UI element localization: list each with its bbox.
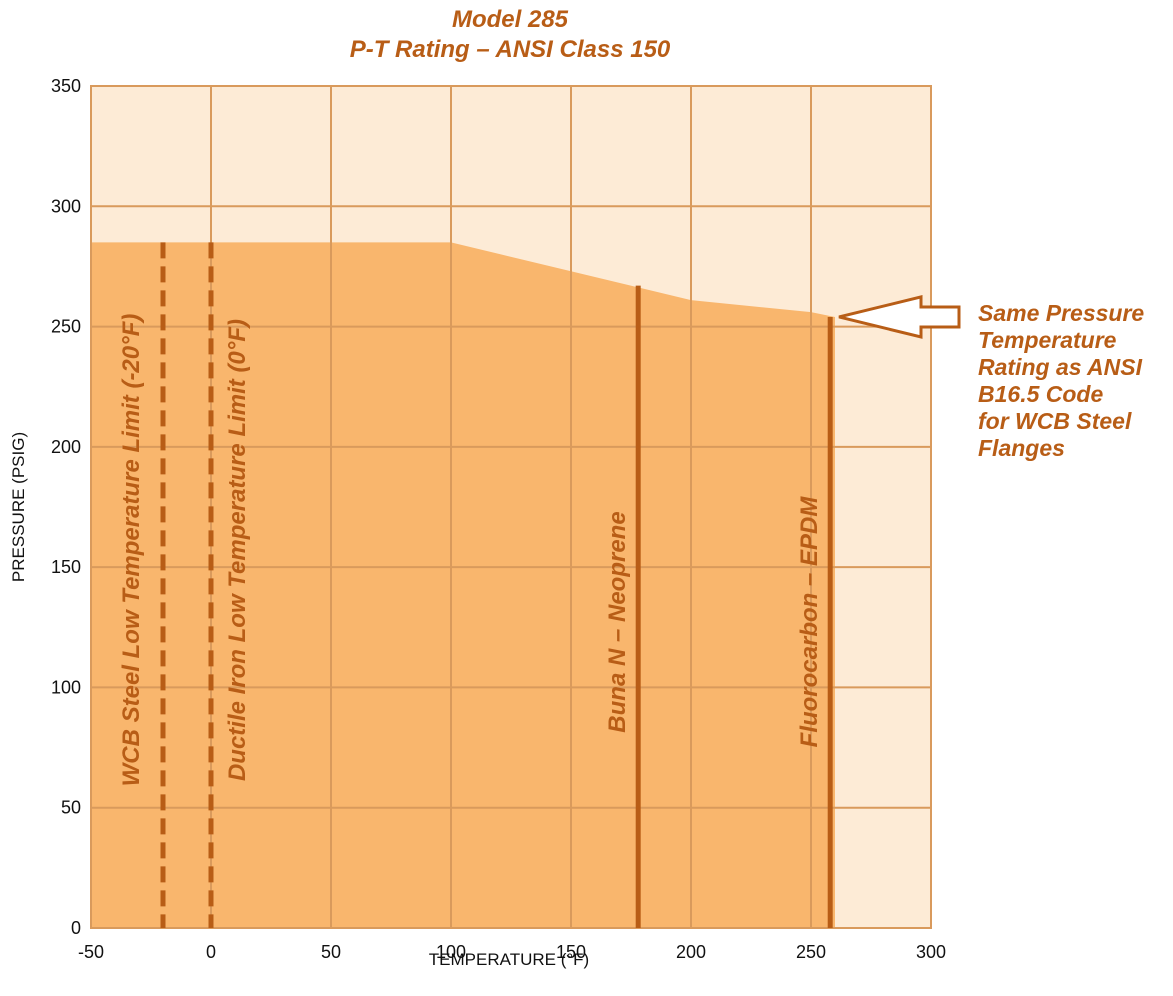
x-tick-label: 150	[556, 942, 586, 962]
rating-area	[91, 242, 835, 928]
x-tick-label: 50	[321, 942, 341, 962]
callout-line: Flanges	[978, 435, 1065, 461]
x-tick-label: 250	[796, 942, 826, 962]
y-tick-label: 300	[51, 196, 81, 216]
y-tick-label: 350	[51, 76, 81, 96]
y-tick-label: 100	[51, 677, 81, 697]
x-tick-label: 100	[436, 942, 466, 962]
callout-line: for WCB Steel	[978, 408, 1132, 434]
x-axis-label: TEMPERATURE (°F)	[429, 950, 589, 969]
callout-line: Rating as ANSI	[978, 354, 1143, 380]
plot-frame	[90, 85, 932, 929]
chart-subtitle: P-T Rating – ANSI Class 150	[349, 36, 671, 63]
callout-line: B16.5 Code	[978, 381, 1104, 407]
callout-arrow-icon	[838, 295, 961, 339]
x-tick-label: 200	[676, 942, 706, 962]
reference-line-label: Buna N – Neoprene	[604, 511, 631, 732]
reference-line-label: Fluorocarbon – EPDM	[796, 496, 823, 748]
y-tick-label: 0	[71, 918, 81, 938]
x-tick-label: -50	[78, 942, 104, 962]
y-tick-label: 50	[61, 798, 81, 818]
y-axis-label: PRESSURE (PSIG)	[9, 432, 28, 582]
callout-note: Same Pressure Temperature Rating as ANSI B1…	[978, 300, 1173, 462]
y-tick-label: 250	[51, 317, 81, 337]
y-tick-label: 150	[51, 557, 81, 577]
callout-line: Same Pressure	[978, 300, 1145, 326]
reference-line-label: Ductile Iron Low Temperature Limit (0°F)	[224, 319, 251, 781]
chart-title: Model 285	[451, 6, 569, 33]
x-tick-label: 300	[916, 942, 946, 962]
reference-line-label: WCB Steel Low Temperature Limit (-20°F)	[118, 314, 145, 787]
y-tick-label: 200	[51, 437, 81, 457]
x-tick-label: 0	[206, 942, 216, 962]
callout-line: Temperature	[978, 327, 1117, 353]
